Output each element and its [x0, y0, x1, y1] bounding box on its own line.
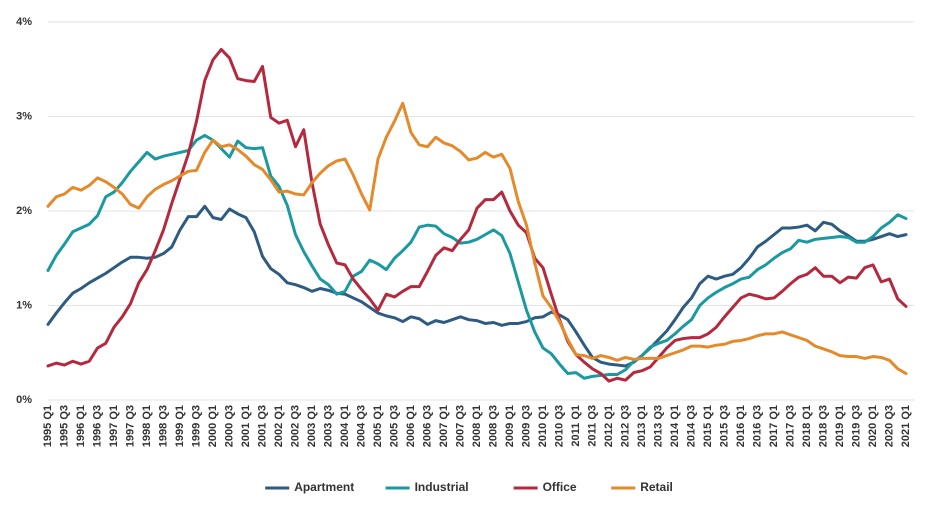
x-tick-label: 2015 Q1 [702, 405, 714, 447]
y-tick-label: 1% [16, 299, 32, 311]
x-tick-label: 2019 Q3 [850, 405, 862, 447]
x-tick-label: 2007 Q1 [438, 405, 450, 447]
x-tick-label: 2008 Q3 [487, 405, 499, 447]
x-tick-label: 2014 Q3 [685, 405, 697, 447]
x-tick-label: 1997 Q3 [124, 405, 136, 447]
x-tick-label: 2002 Q1 [273, 405, 285, 447]
y-tick-label: 4% [16, 16, 32, 28]
x-tick-label: 2009 Q1 [504, 405, 516, 447]
x-tick-label: 2016 Q3 [751, 405, 763, 447]
x-tick-label: 2010 Q3 [553, 405, 565, 447]
x-tick-label: 2007 Q3 [454, 405, 466, 447]
x-tick-label: 2011 Q1 [570, 405, 582, 447]
x-tick-label: 1999 Q3 [190, 405, 202, 447]
x-tick-label: 2013 Q1 [636, 405, 648, 447]
x-tick-label: 2001 Q3 [256, 405, 268, 447]
x-tick-label: 2006 Q3 [421, 405, 433, 447]
x-tick-label: 1997 Q1 [108, 405, 120, 447]
x-tick-label: 2020 Q1 [867, 405, 879, 447]
x-tick-label: 2018 Q3 [817, 405, 829, 447]
x-tick-label: 2014 Q1 [669, 405, 681, 447]
x-tick-label: 2011 Q3 [586, 405, 598, 447]
x-tick-label: 1999 Q1 [174, 405, 186, 447]
y-tick-label: 2% [16, 205, 32, 217]
series-line [46, 204, 908, 368]
x-tick-label: 1996 Q3 [91, 405, 103, 447]
x-tick-label: 2005 Q1 [372, 405, 384, 447]
x-tick-label: 2005 Q3 [388, 405, 400, 447]
x-tick-label: 2017 Q3 [784, 405, 796, 447]
x-tick-label: 2000 Q1 [207, 405, 219, 447]
x-tick-label: 2013 Q3 [652, 405, 664, 447]
x-tick-label: 2020 Q3 [883, 405, 895, 447]
x-tick-label: 2004 Q3 [355, 405, 367, 447]
y-tick-label: 3% [16, 110, 32, 122]
x-tick-label: 2016 Q1 [735, 405, 747, 447]
x-tick-label: 2019 Q1 [834, 405, 846, 447]
legend: Apartment Industrial Office Retail [265, 480, 673, 494]
x-tick-label: 1996 Q1 [75, 405, 87, 447]
x-tick-label: 2003 Q1 [306, 405, 318, 447]
legend-label: Apartment [294, 480, 354, 494]
x-tick-label: 2003 Q3 [322, 405, 334, 447]
legend-label: Industrial [415, 480, 469, 494]
x-tick-label: 2021 Q1 [900, 405, 912, 447]
x-tick-label: 2015 Q3 [718, 405, 730, 447]
x-tick-label: 2002 Q3 [289, 405, 301, 447]
x-tick-label: 1995 Q3 [58, 405, 70, 447]
x-tick-label: 2009 Q3 [520, 405, 532, 447]
x-tick-label: 2010 Q1 [537, 405, 549, 447]
series-line [46, 101, 908, 376]
x-tick-label: 2012 Q3 [619, 405, 631, 447]
x-tick-label: 2006 Q1 [405, 405, 417, 447]
x-tick-label: 2012 Q1 [603, 405, 615, 447]
x-tick-label: 2018 Q1 [801, 405, 813, 447]
x-tick-label: 2001 Q1 [240, 405, 252, 447]
series-line [46, 133, 908, 380]
x-tick-label: 2004 Q1 [339, 405, 351, 447]
x-tick-label: 2017 Q1 [768, 405, 780, 447]
y-tick-label: 0% [16, 394, 32, 406]
x-tick-label: 2008 Q1 [471, 405, 483, 447]
x-tick-label: 2000 Q3 [223, 405, 235, 447]
series-line [46, 47, 908, 383]
legend-label: Retail [640, 480, 673, 494]
x-tick-label: 1995 Q1 [42, 405, 54, 447]
legend-label: Office [543, 480, 577, 494]
x-tick-label: 1998 Q3 [157, 405, 169, 447]
x-tick-label: 1998 Q1 [141, 405, 153, 447]
